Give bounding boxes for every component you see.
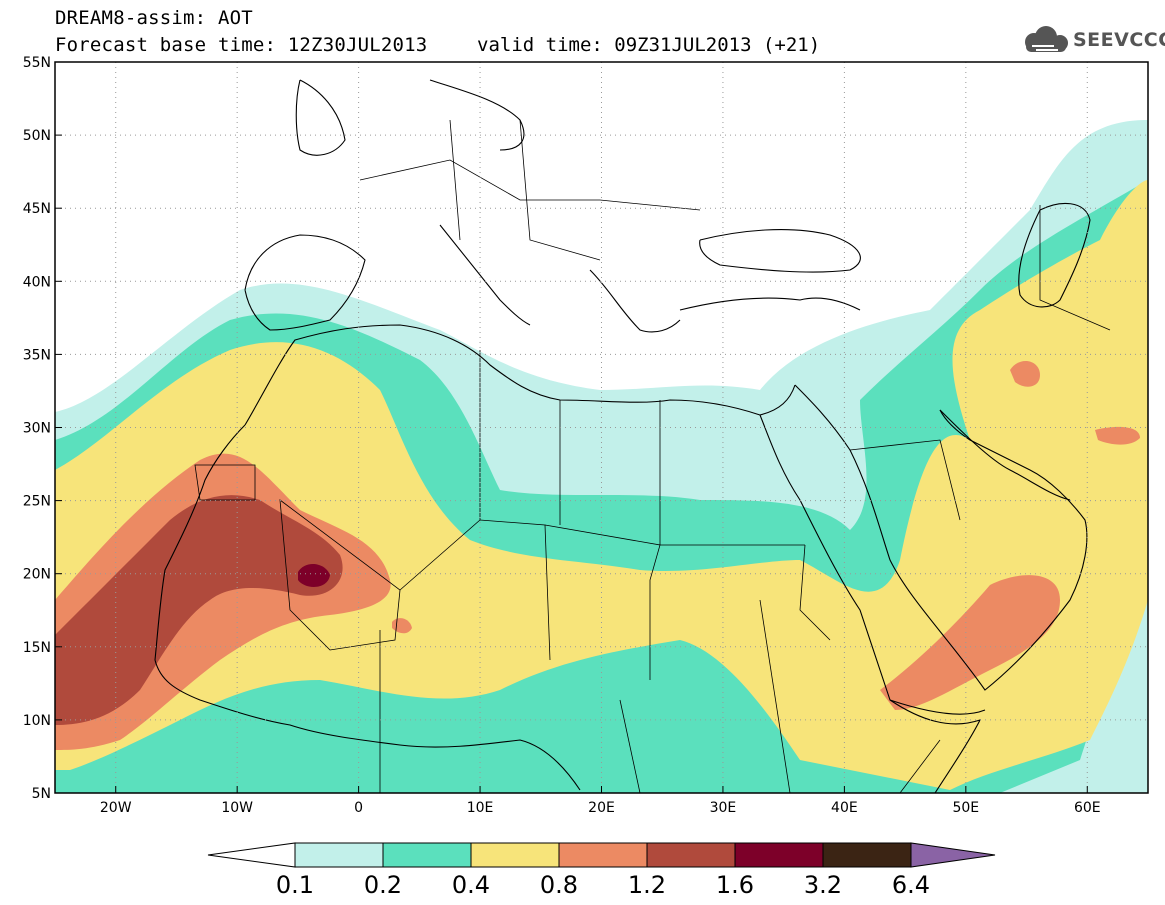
- lat-tick-label: 25N: [23, 494, 51, 510]
- colorbar-level-label: 3.2: [804, 871, 842, 899]
- colorbar-level-label: 0.4: [452, 871, 490, 899]
- lat-tick-label: 20N: [23, 567, 51, 583]
- colorbar-swatch: [646, 842, 736, 868]
- lat-tick-label: 35N: [23, 347, 51, 363]
- aot-band-0.4: [55, 180, 1148, 790]
- colorbar-high-arrow: [910, 842, 996, 868]
- aot-band-1.6: [298, 564, 330, 587]
- country-borders: [194, 119, 1111, 793]
- lon-tick-label: 50E: [952, 800, 979, 816]
- colorbar-level-label: 0.2: [364, 871, 402, 899]
- lat-tick-label: 50N: [23, 128, 51, 144]
- coast-red-sea: [759, 414, 986, 715]
- aot-band-0.8-arabia: [880, 575, 1060, 710]
- lon-tick-label: 0: [354, 800, 363, 816]
- coast-britain: [295, 79, 346, 156]
- colorbar-swatch: [734, 842, 824, 868]
- lon-tick-label: 40E: [831, 800, 858, 816]
- coast-black-sea: [699, 229, 861, 273]
- lat-tick-label: 55N: [23, 55, 51, 71]
- lon-tick-label: 10E: [467, 800, 494, 816]
- aot-band-1.2: [55, 495, 343, 725]
- graticule: [55, 62, 1148, 793]
- lon-tick-label: 10W: [221, 800, 253, 816]
- colorbar-level-label: 0.8: [540, 871, 578, 899]
- colorbar-level-label: 1.6: [716, 871, 754, 899]
- valid-time: valid time: 09Z31JUL2013 (+21): [477, 34, 821, 56]
- colorbar-level-label: 0.1: [276, 871, 314, 899]
- coast-caspian: [1018, 202, 1091, 308]
- lat-tick-label: 30N: [23, 421, 51, 437]
- coast-north-africa: [244, 324, 796, 426]
- colorbar-swatch: [470, 842, 560, 868]
- lat-tick-label: 15N: [23, 640, 51, 656]
- colorbar-swatch: [822, 842, 912, 868]
- seevccc-logo: SEEVCCC: [1073, 29, 1165, 51]
- coast-greece: [589, 269, 681, 333]
- lat-tick-label: 10N: [23, 713, 51, 729]
- coast-baltic: [429, 79, 525, 151]
- forecast-base-time: Forecast base time: 12Z30JUL2013: [55, 34, 428, 56]
- colorbar-level-label: 1.2: [628, 871, 666, 899]
- coast-west-africa: [154, 424, 581, 791]
- colorbar-swatch: [294, 842, 384, 868]
- lon-tick-label: 20W: [100, 800, 132, 816]
- coast-italy: [439, 224, 531, 326]
- colorbar-level-label: 6.4: [892, 871, 930, 899]
- lat-tick-label: 5N: [32, 786, 51, 802]
- aot-band-0.8-iran: [1010, 360, 1040, 387]
- coast-iberia: [244, 234, 366, 331]
- colorbar-swatch: [558, 842, 648, 868]
- lon-tick-label: 30E: [710, 800, 737, 816]
- colorbar-swatch: [382, 842, 472, 868]
- lat-tick-label: 40N: [23, 274, 51, 290]
- map-ticks: 20W 10W 0 10E 20E 30E 40E 50E 60E 5N 10N 15N 20N 25N 3…: [23, 55, 1101, 816]
- lon-tick-label: 60E: [1074, 800, 1101, 816]
- aot-band-0.8-iran2: [1095, 426, 1140, 445]
- coast-arabia: [794, 384, 1088, 691]
- lat-tick-label: 45N: [23, 201, 51, 217]
- colorbar-low-arrow: [207, 842, 296, 868]
- lon-tick-label: 20E: [588, 800, 615, 816]
- colorbar: 0.1 0.2 0.4 0.8 1.2 1.6 3.2 6.4: [207, 842, 996, 899]
- coast-turkey: [679, 297, 861, 311]
- cloud-icon: [1025, 26, 1068, 52]
- coast-persian-gulf: [939, 409, 1071, 501]
- map-title: DREAM8-assim: AOT: [55, 7, 253, 29]
